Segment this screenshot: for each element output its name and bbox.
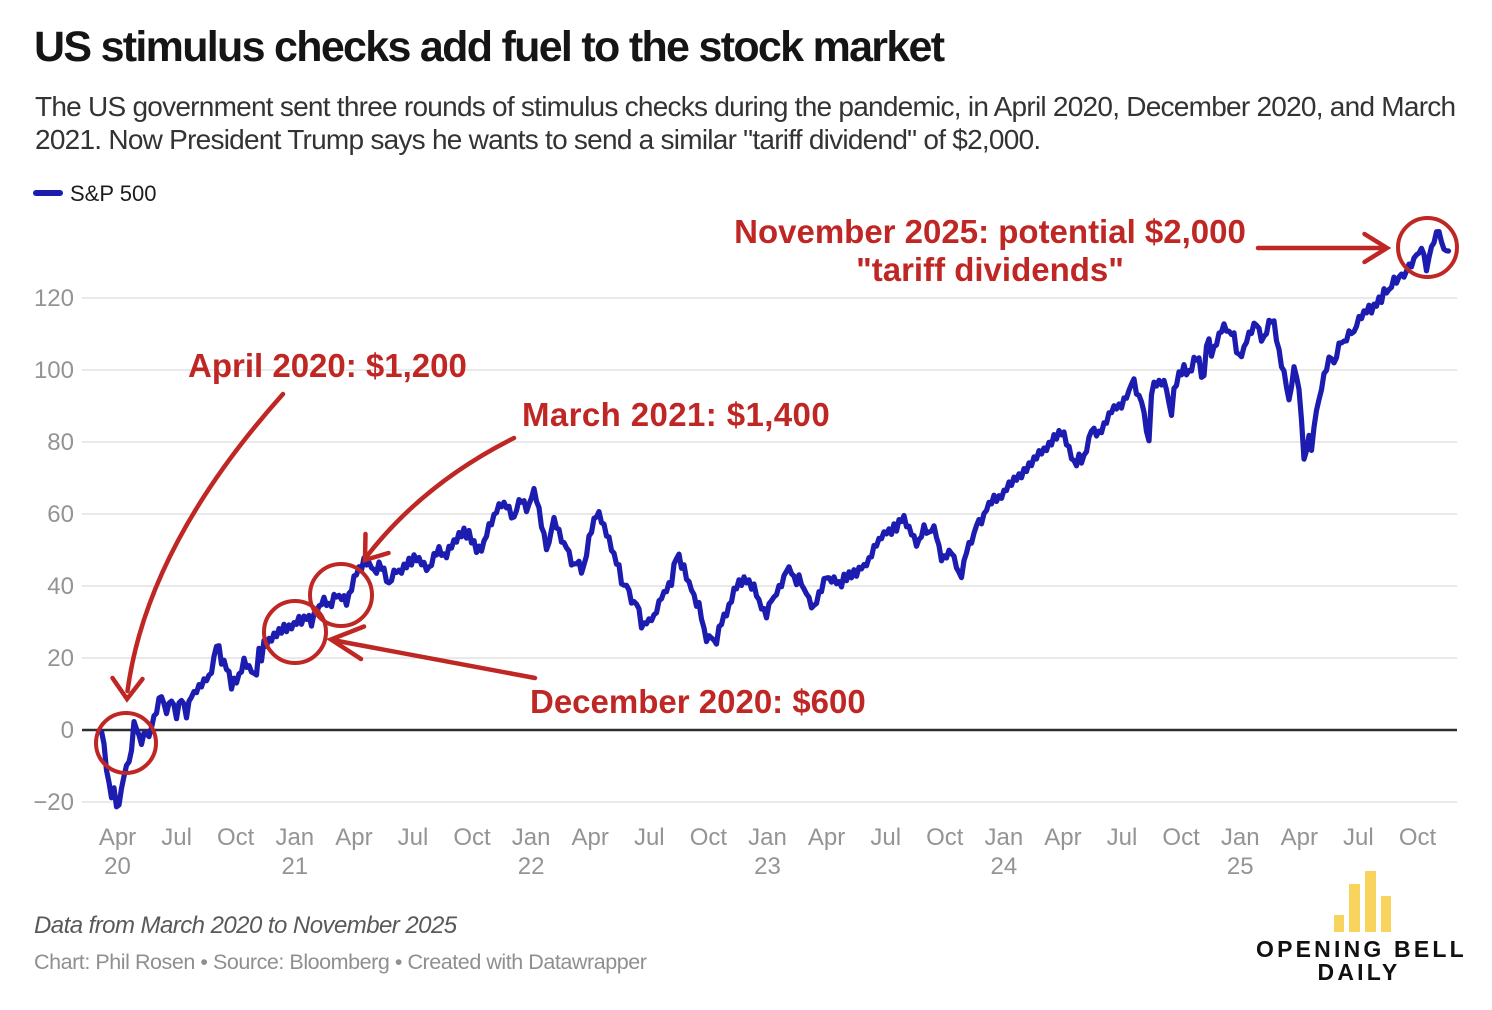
svg-text:120: 120	[34, 285, 74, 312]
svg-text:December 2020: $600: December 2020: $600	[530, 683, 866, 720]
svg-text:80: 80	[47, 429, 74, 456]
svg-text:Apr: Apr	[99, 824, 136, 851]
svg-text:25: 25	[1227, 853, 1254, 880]
svg-text:22: 22	[518, 853, 545, 880]
svg-text:40: 40	[47, 573, 74, 600]
svg-text:Oct: Oct	[1399, 824, 1437, 851]
svg-text:Oct: Oct	[926, 824, 964, 851]
svg-text:Jan: Jan	[985, 824, 1024, 851]
svg-text:Apr: Apr	[1281, 824, 1318, 851]
svg-text:Oct: Oct	[453, 824, 491, 851]
svg-text:"tariff dividends": "tariff dividends"	[856, 251, 1124, 288]
svg-text:Jul: Jul	[870, 824, 901, 851]
svg-text:Jan: Jan	[275, 824, 314, 851]
svg-text:21: 21	[281, 853, 308, 880]
svg-text:20: 20	[47, 645, 74, 672]
svg-text:November 2025: potential $2,00: November 2025: potential $2,000	[734, 213, 1246, 250]
svg-text:Jul: Jul	[161, 824, 192, 851]
svg-text:60: 60	[47, 501, 74, 528]
svg-text:March 2021: $1,400: March 2021: $1,400	[522, 396, 830, 433]
svg-text:Oct: Oct	[217, 824, 255, 851]
svg-text:20: 20	[104, 853, 131, 880]
svg-text:Jul: Jul	[1107, 824, 1138, 851]
svg-text:Jan: Jan	[748, 824, 787, 851]
svg-text:23: 23	[754, 853, 781, 880]
svg-text:−20: −20	[33, 789, 74, 816]
svg-text:April 2020: $1,200: April 2020: $1,200	[188, 347, 467, 384]
svg-text:Oct: Oct	[690, 824, 728, 851]
svg-text:Oct: Oct	[1162, 824, 1200, 851]
svg-text:Jul: Jul	[1343, 824, 1374, 851]
svg-text:Apr: Apr	[1044, 824, 1081, 851]
svg-text:Jan: Jan	[512, 824, 551, 851]
svg-text:Jul: Jul	[634, 824, 665, 851]
svg-text:Apr: Apr	[335, 824, 372, 851]
svg-text:100: 100	[34, 357, 74, 384]
svg-text:Jul: Jul	[398, 824, 429, 851]
svg-text:Apr: Apr	[808, 824, 845, 851]
svg-text:Jan: Jan	[1221, 824, 1260, 851]
svg-text:0: 0	[61, 717, 74, 744]
svg-text:Apr: Apr	[572, 824, 609, 851]
svg-text:24: 24	[991, 853, 1018, 880]
